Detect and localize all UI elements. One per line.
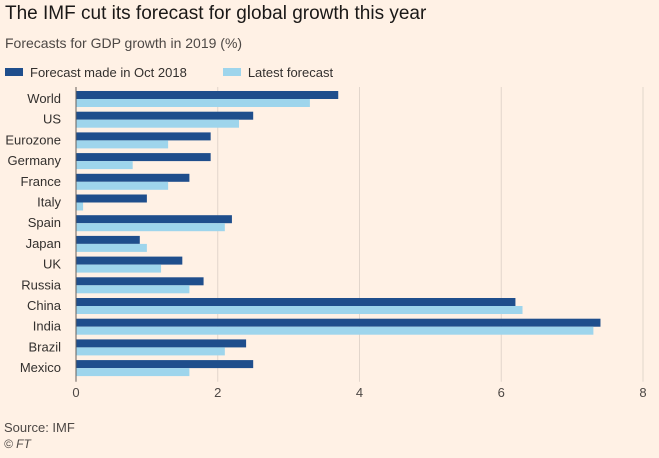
x-tick-label-2: 2 (214, 385, 221, 400)
bar-japan-oct-2018 (76, 235, 140, 244)
bar-chart: 0 2 4 6 8 World US Eurozone Germany France Italy Sp… (5, 87, 647, 400)
chart-title: The IMF cut its forecast for global grow… (5, 3, 427, 24)
legend-label-latest: Latest forecast (247, 64, 334, 80)
bar-india-oct-2018 (76, 318, 601, 327)
category-label-spain: Spain (28, 215, 61, 230)
legend-item-latest: Latest forecast (222, 64, 334, 80)
bar-germany-oct-2018 (76, 153, 211, 162)
bar-uk-oct-2018 (76, 256, 183, 265)
chart-subtitle: Forecasts for GDP growth in 2019 (%) (5, 35, 243, 51)
bar-mexico-oct-2018 (76, 360, 254, 369)
category-label-uk: UK (43, 257, 61, 272)
category-label-india: India (33, 319, 62, 334)
bar-france-oct-2018 (76, 173, 190, 182)
bar-france-latest (76, 181, 169, 190)
category-label-japan: Japan (26, 236, 61, 251)
bar-germany-latest (76, 161, 133, 170)
category-label-eurozone: Eurozone (5, 132, 61, 147)
category-label-world: World (27, 91, 61, 106)
bar-world-oct-2018 (76, 91, 339, 99)
category-label-france: France (21, 174, 61, 189)
bar-russia-latest (76, 285, 190, 294)
bar-spain-oct-2018 (76, 215, 232, 224)
legend-label-oct: Forecast made in Oct 2018 (30, 64, 187, 80)
x-tick-label-0: 0 (72, 385, 79, 400)
legend-swatch-latest (222, 68, 241, 76)
copyright-note: © FT (4, 437, 31, 451)
bar-mexico-latest (76, 368, 190, 377)
bar-world-latest (76, 99, 310, 107)
category-label-brazil: Brazil (28, 339, 61, 354)
bar-us-latest (76, 119, 240, 128)
bar-japan-latest (76, 243, 147, 252)
category-label-russia: Russia (21, 277, 62, 292)
category-label-italy: Italy (37, 195, 61, 210)
x-tick-label-8: 8 (639, 385, 646, 400)
category-label-germany: Germany (8, 153, 62, 168)
legend-swatch-oct (5, 68, 23, 76)
bar-china-latest (76, 306, 523, 314)
bar-india-latest (76, 326, 594, 335)
bar-eurozone-latest (76, 140, 169, 149)
category-label-us: US (43, 112, 61, 127)
bar-brazil-oct-2018 (76, 339, 247, 348)
bar-china-oct-2018 (76, 298, 516, 306)
legend-item-oct: Forecast made in Oct 2018 (5, 65, 187, 80)
bar-brazil-latest (76, 347, 225, 356)
bar-italy-latest (76, 202, 84, 211)
bar-us-oct-2018 (76, 111, 254, 120)
chart-legend: Forecast made in Oct 2018 Latest forecas… (5, 63, 369, 81)
bar-russia-oct-2018 (76, 277, 204, 286)
x-tick-label-6: 6 (498, 385, 505, 400)
bar-italy-oct-2018 (76, 194, 147, 203)
bar-spain-latest (76, 223, 225, 232)
bar-eurozone-oct-2018 (76, 132, 211, 141)
bar-uk-latest (76, 264, 162, 273)
category-label-mexico: Mexico (20, 360, 61, 375)
source-note: Source: IMF (4, 420, 75, 435)
x-tick-label-4: 4 (356, 385, 363, 400)
category-label-china: China (27, 298, 62, 313)
